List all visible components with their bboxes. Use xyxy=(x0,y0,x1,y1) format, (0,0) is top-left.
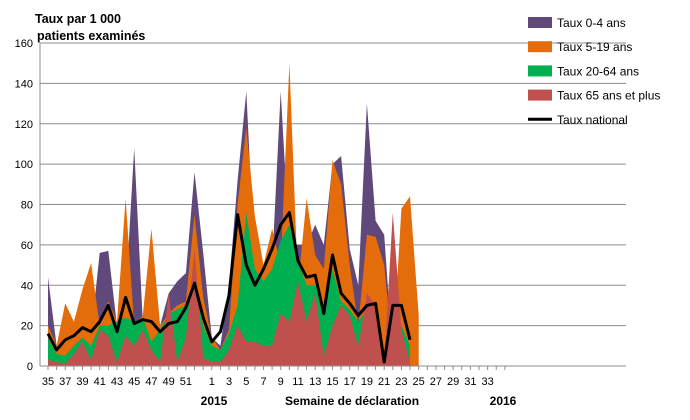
y-tick-label: 60 xyxy=(21,240,33,252)
x-tick-label: 51 xyxy=(180,376,192,388)
x-tick-label: 39 xyxy=(76,376,88,388)
x-tick-label: 11 xyxy=(292,376,303,388)
legend-label: Taux national xyxy=(557,113,628,127)
x-tick-label: 15 xyxy=(326,376,338,388)
x-axis-label: Semaine de déclaration xyxy=(285,394,419,408)
x-tick-labels: 35 37 39 41 43 45 47 49 51 1 3 5 7 9 11 13 15 17 19 21 23 25 2… xyxy=(42,376,494,388)
x-tick-label: 45 xyxy=(128,376,140,388)
x-tick-label: 43 xyxy=(111,376,123,388)
chart-title-line-1: Taux par 1 000 xyxy=(35,12,121,26)
x-tick-label: 9 xyxy=(278,376,284,388)
y-tick-label: 80 xyxy=(21,200,33,212)
y-tick-label: 0 xyxy=(27,361,33,373)
x-tick-label: 35 xyxy=(42,376,54,388)
x-tick-label: 33 xyxy=(481,376,493,388)
legend-label: Taux 5-19 ans xyxy=(557,40,632,54)
legend-label: Taux 20-64 ans xyxy=(557,64,639,78)
x-tick-label: 23 xyxy=(395,376,407,388)
year-label-2016: 2016 xyxy=(490,394,517,408)
x-tick-label: 27 xyxy=(430,376,442,388)
y-tick-label: 120 xyxy=(15,119,33,131)
x-tick-label: 1 xyxy=(209,376,215,388)
legend-label: Taux 0-4 ans xyxy=(557,16,626,30)
axes xyxy=(39,43,626,370)
chart-title-line-2: patients examinés xyxy=(37,29,145,43)
x-tick-label: 29 xyxy=(447,376,459,388)
x-tick-label: 31 xyxy=(464,376,476,388)
y-tick-labels: 0 20 40 60 80 100 120 140 160 xyxy=(15,38,33,373)
x-tick-label: 17 xyxy=(344,376,356,388)
legend-swatch xyxy=(528,41,552,53)
x-tick-label: 25 xyxy=(413,376,425,388)
x-tick-label: 47 xyxy=(145,376,157,388)
series-lines xyxy=(46,211,412,364)
x-tick-label: 37 xyxy=(59,376,71,388)
x-tick-label: 5 xyxy=(243,376,249,388)
legend-swatch xyxy=(528,65,552,77)
area-series-3 xyxy=(48,212,410,366)
x-tick-label: 41 xyxy=(94,376,106,388)
legend: Taux 0-4 ans Taux 5-19 ans Taux 20-64 ans T… xyxy=(528,16,660,127)
x-tick-label: 49 xyxy=(163,376,175,388)
legend-label: Taux 65 ans et plus xyxy=(557,89,660,103)
y-tick-label: 20 xyxy=(21,321,33,333)
y-tick-label: 140 xyxy=(15,78,33,90)
y-tick-label: 40 xyxy=(21,280,33,292)
x-tick-label: 3 xyxy=(226,376,232,388)
legend-swatch xyxy=(528,17,552,28)
x-tick-label: 19 xyxy=(361,376,373,388)
legend-swatch xyxy=(528,89,552,101)
line-series-national xyxy=(46,211,412,364)
y-tick-label: 100 xyxy=(15,159,33,171)
x-tick-label: 13 xyxy=(309,376,321,388)
y-tick-label: 160 xyxy=(15,38,33,50)
x-tick-label: 7 xyxy=(260,376,266,388)
year-label-2015: 2015 xyxy=(201,394,228,408)
x-tick-label: 21 xyxy=(378,376,390,388)
